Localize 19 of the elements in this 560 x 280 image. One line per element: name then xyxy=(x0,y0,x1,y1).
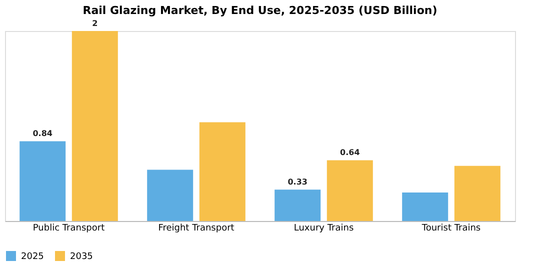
data-label: 2 xyxy=(92,19,98,28)
data-label: 0.84 xyxy=(32,129,53,138)
x-tick-label: Luxury Trains xyxy=(294,224,354,234)
bar xyxy=(326,160,373,221)
bar xyxy=(20,141,66,221)
x-tick-label: Public Transport xyxy=(32,224,106,234)
bar xyxy=(147,170,194,221)
data-label: 0.64 xyxy=(340,148,360,158)
x-tick-label: Tourist Trains xyxy=(420,224,481,234)
chart-title: Rail Glazing Market, By End Use, 2025-2035 (USD Billion) xyxy=(82,4,438,17)
x-tick-label: Freight Transport xyxy=(158,224,235,234)
bar xyxy=(274,190,321,221)
bar xyxy=(402,192,448,221)
legend-label: 2035 xyxy=(70,252,93,262)
legend-label: 2025 xyxy=(21,252,44,262)
data-label: 0.33 xyxy=(288,178,308,187)
bar xyxy=(454,166,500,221)
bar xyxy=(72,31,118,221)
bar xyxy=(199,122,246,221)
